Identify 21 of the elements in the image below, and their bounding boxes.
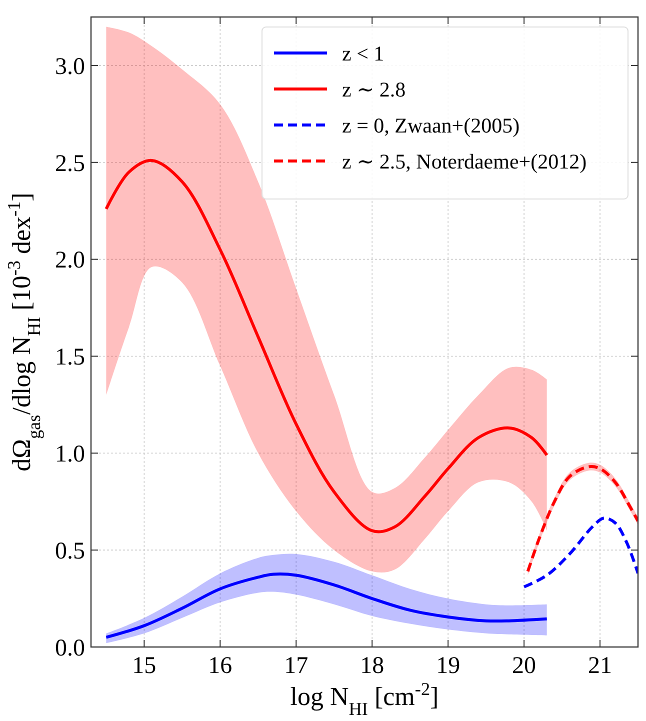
legend-label: z < 1: [342, 41, 384, 66]
x-tick-label: 17: [284, 653, 308, 679]
y-tick-label: 1.5: [55, 344, 85, 371]
line-series: [104, 572, 548, 639]
y-tick-label: 0.0: [55, 635, 85, 662]
x-tick-label: 16: [208, 653, 232, 679]
y-tick-label: 1.0: [55, 442, 85, 468]
x-tick-label: 21: [588, 653, 612, 679]
legend-label: z = 0, Zwaan+(2005): [342, 113, 520, 138]
x-axis-title: log N$_{HI}$ [cm$^{-2}$]: [290, 679, 439, 719]
y-tick-label: 0.5: [55, 538, 85, 564]
y-tick-label: 3.0: [55, 54, 85, 80]
x-tick-label: 15: [132, 653, 156, 679]
y-tick-label: 2.0: [55, 248, 85, 274]
legend-label: z ∼ 2.8: [342, 77, 406, 102]
x-tick-label: 18: [360, 653, 384, 679]
y-tick-label: 2.5: [55, 150, 85, 177]
legend-label: z ∼ 2.5, Noterdaeme+(2012): [342, 149, 587, 174]
x-tick-label: 20: [512, 653, 536, 679]
x-tick-label: 19: [436, 653, 460, 679]
line-series: [522, 516, 638, 588]
